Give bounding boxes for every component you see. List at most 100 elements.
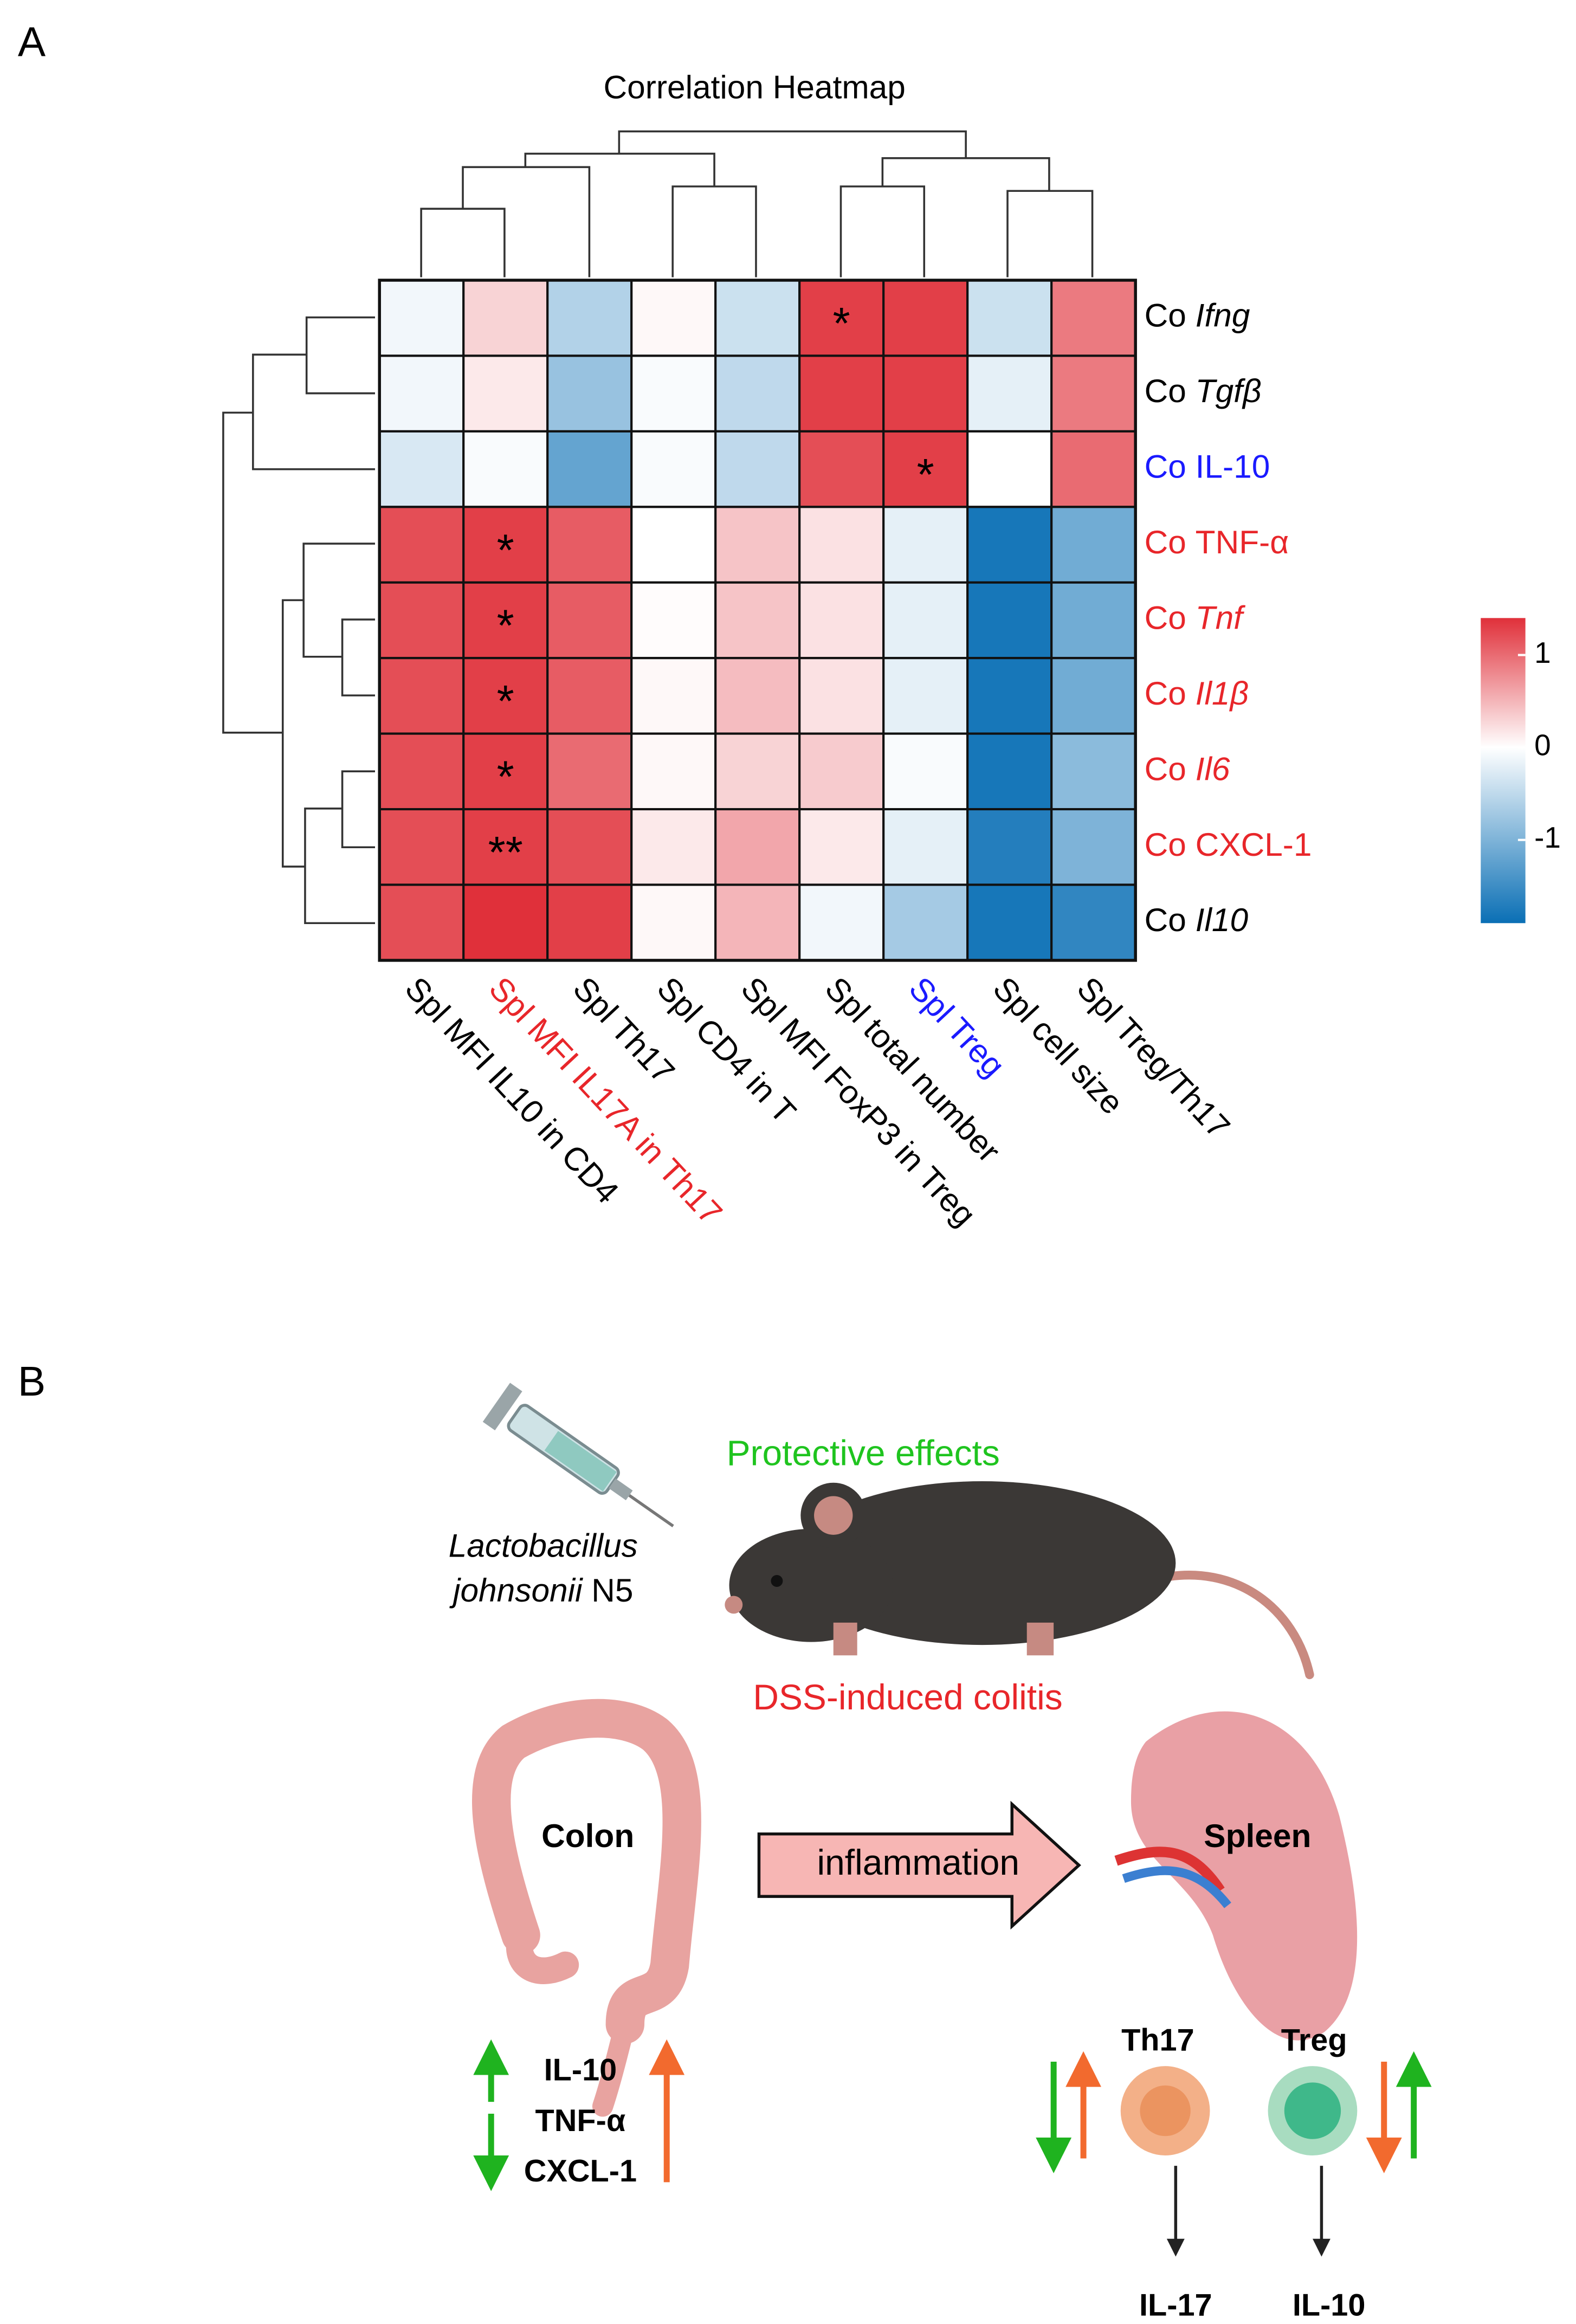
heat-cell bbox=[1050, 883, 1137, 961]
heat-cell bbox=[882, 883, 969, 961]
row-label-name: Il10 bbox=[1196, 901, 1249, 938]
heat-cell bbox=[714, 808, 801, 886]
colorbar: 1 0 -1 bbox=[1481, 618, 1561, 924]
row-label-prefix: Co bbox=[1145, 901, 1186, 938]
significance-label: ** bbox=[488, 828, 523, 877]
heat-cell bbox=[966, 657, 1053, 735]
colon-marker: CXCL-1 bbox=[524, 2154, 637, 2189]
heat-cell bbox=[798, 430, 885, 508]
heat-cell bbox=[798, 354, 885, 432]
heat-cell bbox=[630, 883, 717, 961]
heat-cell bbox=[378, 808, 465, 886]
cell-output: IL-17 bbox=[1139, 2288, 1212, 2322]
heat-cell bbox=[1050, 732, 1137, 811]
significance-label: * bbox=[497, 752, 514, 802]
row-label-prefix: Co bbox=[1145, 826, 1186, 863]
heat-cell bbox=[798, 732, 885, 811]
panel-label: B bbox=[18, 1358, 46, 1405]
syringe-icon bbox=[482, 1383, 674, 1528]
row-label: Co Tgfβ bbox=[1145, 372, 1262, 409]
effect-label: Protective effects bbox=[727, 1433, 1000, 1473]
heat-cell bbox=[630, 430, 717, 508]
row-label-name: Il1β bbox=[1196, 675, 1249, 712]
heat-cell bbox=[882, 657, 969, 735]
heat-cell bbox=[714, 430, 801, 508]
row-label-prefix: Co bbox=[1145, 750, 1186, 787]
heat-cell bbox=[882, 581, 969, 660]
heat-cell bbox=[378, 581, 465, 660]
significance-label: * bbox=[833, 299, 850, 348]
heat-cell bbox=[546, 808, 633, 886]
heat-cell bbox=[378, 732, 465, 811]
heat-cell bbox=[882, 354, 969, 432]
heat-cell bbox=[966, 732, 1053, 811]
heat-cell bbox=[1050, 354, 1137, 432]
row-label: Co TNF-α bbox=[1145, 524, 1289, 560]
agent-genus: Lactobacillus bbox=[449, 1527, 638, 1564]
heat-cell bbox=[966, 354, 1053, 432]
heat-cell bbox=[1050, 657, 1137, 735]
significance-label: * bbox=[917, 450, 934, 500]
colorbar-scale bbox=[1481, 618, 1526, 924]
row-label: Co CXCL-1 bbox=[1145, 826, 1312, 863]
row-label: Co Il6 bbox=[1145, 750, 1230, 787]
row-label-prefix: Co bbox=[1145, 448, 1186, 485]
agent-strain: johnsonii N5 bbox=[449, 1572, 633, 1609]
heat-cell bbox=[966, 430, 1053, 508]
heat-cell bbox=[630, 354, 717, 432]
row-label-name: TNF-α bbox=[1196, 524, 1289, 560]
cell-label: Treg bbox=[1281, 2023, 1347, 2057]
chart-title: Correlation Heatmap bbox=[604, 68, 906, 105]
heat-cell bbox=[546, 430, 633, 508]
heat-cell bbox=[966, 506, 1053, 584]
row-label-name: Il6 bbox=[1196, 750, 1230, 787]
row-label: Co Il1β bbox=[1145, 675, 1249, 712]
heat-cell bbox=[966, 581, 1053, 660]
panel-label: A bbox=[18, 18, 46, 65]
heat-cell bbox=[882, 279, 969, 357]
heat-cell bbox=[630, 657, 717, 735]
heat-cell bbox=[714, 657, 801, 735]
heat-cell bbox=[546, 732, 633, 811]
significance-label: * bbox=[497, 525, 514, 575]
heat-cell bbox=[798, 581, 885, 660]
colon-marker: IL-10 bbox=[544, 2052, 617, 2087]
heat-cell bbox=[546, 581, 633, 660]
heat-cell bbox=[1050, 581, 1137, 660]
th17-nucleus bbox=[1140, 2085, 1191, 2136]
heat-cell bbox=[630, 279, 717, 357]
colorbar-tick-label: 1 bbox=[1534, 636, 1551, 669]
significance-label: * bbox=[497, 676, 514, 726]
row-dendrogram bbox=[222, 316, 375, 925]
process-label: inflammation bbox=[817, 1842, 1020, 1882]
heat-cell bbox=[966, 808, 1053, 886]
process-arrow bbox=[757, 1800, 1081, 1930]
row-label-name: CXCL-1 bbox=[1196, 826, 1312, 863]
agent-strain-id: N5 bbox=[591, 1572, 633, 1609]
cell-output: IL-10 bbox=[1293, 2288, 1366, 2322]
column-dendrogram bbox=[420, 130, 1094, 277]
heat-cell bbox=[462, 354, 549, 432]
heat-cell bbox=[378, 883, 465, 961]
heat-cell bbox=[882, 808, 969, 886]
row-label-name: IL-10 bbox=[1196, 448, 1270, 485]
model-label: DSS-induced colitis bbox=[753, 1677, 1062, 1717]
agent-species: johnsonii bbox=[449, 1572, 583, 1609]
heat-cell bbox=[462, 279, 549, 357]
colon-marker: TNF-α bbox=[535, 2103, 626, 2138]
row-label-prefix: Co bbox=[1145, 372, 1186, 409]
heat-cell bbox=[378, 506, 465, 584]
heat-cell bbox=[966, 883, 1053, 961]
heat-cell bbox=[714, 279, 801, 357]
heat-cell bbox=[1050, 506, 1137, 584]
significance-label: * bbox=[497, 601, 514, 651]
row-label-prefix: Co bbox=[1145, 675, 1186, 712]
heat-cell bbox=[1050, 808, 1137, 886]
row-label-name: Tnf bbox=[1196, 599, 1245, 636]
heat-cell bbox=[714, 354, 801, 432]
heat-cell bbox=[546, 354, 633, 432]
heat-cell bbox=[714, 506, 801, 584]
heat-cell bbox=[714, 883, 801, 961]
